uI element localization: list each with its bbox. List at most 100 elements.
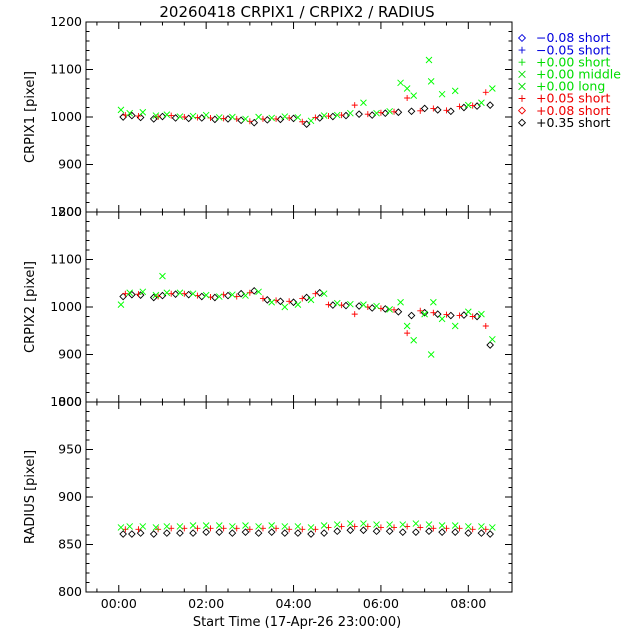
data-point xyxy=(430,525,437,532)
data-point xyxy=(211,293,219,302)
data-point xyxy=(202,528,210,536)
y-axis-label: CRPIX1 [pixel] xyxy=(23,71,38,163)
data-point xyxy=(394,307,403,316)
data-point xyxy=(197,292,206,301)
data-point xyxy=(320,529,328,537)
data-point xyxy=(159,272,166,280)
data-point xyxy=(438,315,446,323)
data-point xyxy=(197,114,206,122)
data-point xyxy=(181,290,188,297)
data-point xyxy=(404,95,411,101)
data-point xyxy=(430,309,437,316)
data-point xyxy=(482,323,489,329)
data-point xyxy=(315,114,324,122)
data-point xyxy=(397,79,404,87)
data-point xyxy=(351,102,358,109)
data-point xyxy=(333,111,341,119)
y-tick-label: 1000 xyxy=(50,299,82,314)
data-point xyxy=(333,521,341,528)
data-point xyxy=(176,529,184,537)
data-point xyxy=(135,113,142,120)
data-point xyxy=(294,523,302,530)
data-point xyxy=(386,107,393,115)
data-point xyxy=(427,351,435,358)
data-point xyxy=(355,110,363,118)
legend-label: +0.00 middle xyxy=(536,67,621,82)
data-point xyxy=(276,297,285,306)
data-point xyxy=(464,308,472,316)
data-point xyxy=(139,288,147,296)
data-point xyxy=(377,109,384,116)
y-tick-label: 900 xyxy=(58,489,82,504)
legend-marker-x-icon xyxy=(518,70,526,79)
data-point xyxy=(417,107,424,114)
data-point xyxy=(189,529,197,537)
data-point xyxy=(446,311,455,320)
data-point xyxy=(456,312,463,319)
data-point xyxy=(294,301,302,308)
data-point xyxy=(364,111,371,118)
x-tick-label: 06:00 xyxy=(363,596,399,611)
data-point xyxy=(489,524,496,531)
data-point xyxy=(469,102,476,109)
data-point xyxy=(228,529,237,537)
data-point xyxy=(149,115,158,123)
legend-label: +0.00 long xyxy=(536,79,605,94)
y-tick-label: 900 xyxy=(58,347,82,362)
legend-label: +0.35 short xyxy=(536,115,611,130)
legend-marker-diamond-icon xyxy=(517,33,527,43)
data-point xyxy=(373,302,380,310)
data-point xyxy=(372,527,381,536)
x-axis-label: Start Time (17-Apr-26 23:00:00) xyxy=(193,615,401,630)
panel-1: 800 900 1000 1100 1200 CRPIX1 [pixel] xyxy=(23,14,513,219)
data-point xyxy=(242,292,249,299)
data-point xyxy=(489,85,496,92)
data-point xyxy=(302,293,311,302)
data-point xyxy=(155,293,162,300)
data-point xyxy=(360,520,367,527)
data-point xyxy=(163,523,171,530)
data-point xyxy=(202,522,210,529)
data-point xyxy=(360,301,367,308)
data-point xyxy=(255,288,262,296)
data-point xyxy=(355,302,363,310)
legend-label: −0.08 short xyxy=(536,30,611,45)
legend-marker-diamond-icon xyxy=(517,106,527,115)
legend-label: +0.08 short xyxy=(536,103,611,118)
data-point xyxy=(410,92,418,99)
data-point xyxy=(255,523,262,530)
data-point xyxy=(333,527,342,536)
data-point xyxy=(403,85,411,92)
data-point xyxy=(267,528,276,536)
data-point xyxy=(451,528,460,536)
data-point xyxy=(281,303,289,311)
data-point xyxy=(329,301,337,309)
data-point xyxy=(446,107,455,116)
data-point xyxy=(312,290,319,297)
data-point xyxy=(117,524,125,531)
data-point xyxy=(386,521,393,528)
data-point xyxy=(202,111,210,119)
x-tick-label: 00:00 xyxy=(101,596,137,611)
y-tick-label: 800 xyxy=(58,584,82,599)
data-point xyxy=(482,89,489,96)
data-point xyxy=(184,290,193,299)
data-point xyxy=(403,322,411,330)
data-point xyxy=(394,108,403,117)
data-point xyxy=(347,109,354,117)
data-point xyxy=(486,530,494,538)
data-point xyxy=(128,111,136,120)
data-point xyxy=(307,117,315,125)
data-point xyxy=(128,290,136,299)
data-point xyxy=(176,289,184,297)
data-point xyxy=(469,313,476,320)
data-point xyxy=(312,114,319,121)
data-point xyxy=(117,106,125,114)
data-point xyxy=(281,523,289,530)
series-x xyxy=(117,56,496,125)
data-point xyxy=(407,311,416,320)
data-point xyxy=(473,102,481,110)
data-point xyxy=(489,335,496,343)
data-point xyxy=(168,290,175,297)
data-point xyxy=(224,291,232,300)
